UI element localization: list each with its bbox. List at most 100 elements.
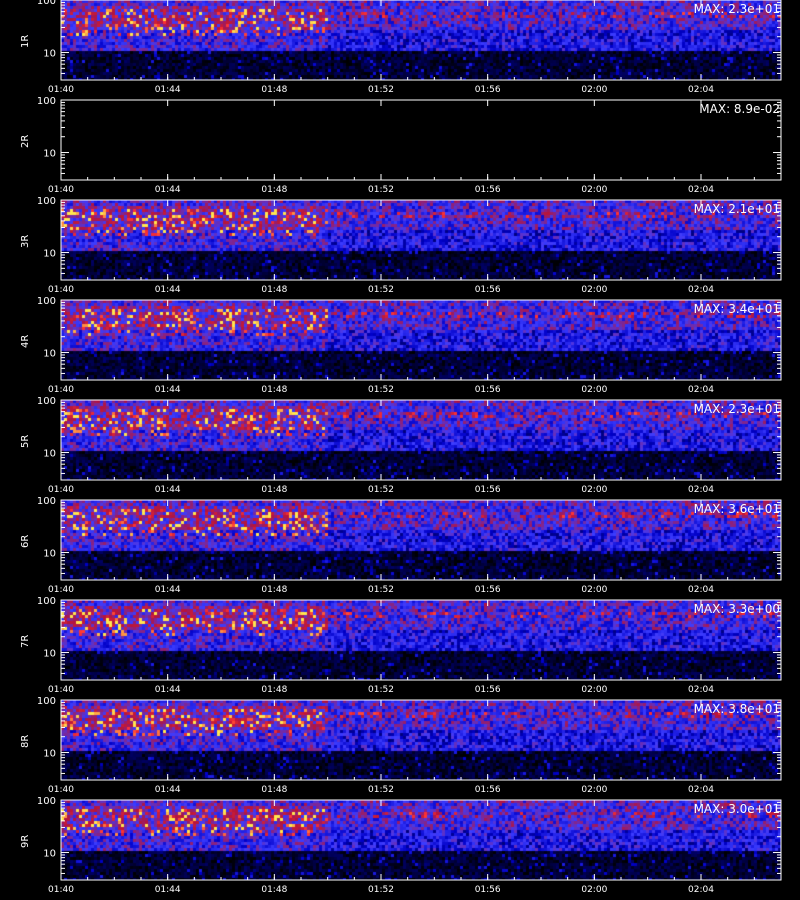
max-label: MAX: 2.1e+01 [693, 202, 780, 216]
axes-8r: 01:40 01:44 01:48 01:52 01:56 02:00 02:04 100 10 [37, 696, 782, 795]
panel-3r: 01:40 01:44 01:48 01:52 01:56 02:00 02:04 100 10… [0, 196, 800, 300]
heatmap-8r [61, 700, 781, 780]
x-tick-label: 01:48 [261, 885, 287, 895]
x-tick-label: 02:04 [688, 185, 714, 195]
panel-label: 4R [20, 334, 31, 348]
x-tick-label: 02:04 [688, 685, 714, 695]
y-tick-label: 100 [37, 796, 56, 807]
x-tick-label: 01:48 [261, 785, 287, 795]
x-tick-label: 01:40 [48, 85, 74, 95]
y-tick-label: 100 [37, 196, 56, 207]
panel-5r: 01:40 01:44 01:48 01:52 01:56 02:00 02:04 100 10… [0, 396, 800, 500]
x-tick-label: 01:44 [155, 685, 181, 695]
panel-7r: 01:40 01:44 01:48 01:52 01:56 02:00 02:04 100 10… [0, 596, 800, 700]
heatmap-4r [61, 300, 781, 380]
x-tick-label: 01:56 [475, 385, 501, 395]
y-tick-label: 10 [43, 49, 56, 60]
x-tick-label: 01:44 [155, 285, 181, 295]
x-tick-label: 01:56 [475, 285, 501, 295]
x-tick-label: 01:52 [368, 385, 394, 395]
x-tick-label: 01:40 [48, 485, 74, 495]
plot-frame [60, 199, 782, 281]
x-tick-label: 01:44 [155, 85, 181, 95]
x-tick-label: 02:04 [688, 485, 714, 495]
panel-label: 8R [20, 734, 31, 748]
axes-5r: 01:40 01:44 01:48 01:52 01:56 02:00 02:04 100 10 [37, 396, 782, 495]
axes-7r: 01:40 01:44 01:48 01:52 01:56 02:00 02:04 100 10 [37, 596, 782, 695]
x-tick-label: 01:48 [261, 685, 287, 695]
panel-label: 2R [20, 134, 31, 148]
x-tick-label: 01:40 [48, 685, 74, 695]
max-label: MAX: 3.3e+00 [693, 602, 780, 616]
axes-1r: 01:40 01:44 01:48 01:52 01:56 02:00 02:04 100 10 [37, 0, 782, 95]
axes-6r: 01:40 01:44 01:48 01:52 01:56 02:00 02:04 100 10 [37, 496, 782, 595]
max-label: MAX: 3.4e+01 [693, 302, 780, 316]
y-tick-label: 100 [37, 696, 56, 707]
x-tick-label: 01:52 [368, 585, 394, 595]
y-tick-label: 10 [43, 349, 56, 360]
heatmap-7r [61, 600, 781, 680]
x-tick-label: 01:44 [155, 485, 181, 495]
y-tick-label: 10 [43, 749, 56, 760]
max-label: MAX: 3.0e+01 [693, 802, 780, 816]
x-tick-label: 02:00 [581, 285, 607, 295]
y-tick-label: 100 [37, 396, 56, 407]
y-tick-label: 10 [43, 849, 56, 860]
x-tick-label: 02:00 [581, 85, 607, 95]
x-tick-label: 01:40 [48, 285, 74, 295]
max-label: MAX: 2.3e+01 [693, 2, 780, 16]
x-tick-label: 01:44 [155, 785, 181, 795]
x-tick-label: 01:56 [475, 85, 501, 95]
y-tick-label: 100 [37, 0, 56, 7]
x-tick-label: 01:52 [368, 685, 394, 695]
x-tick-label: 01:40 [48, 885, 74, 895]
panel-label: 7R [20, 634, 31, 648]
axes-4r: 01:40 01:44 01:48 01:52 01:56 02:00 02:04 100 10 [37, 296, 782, 395]
x-tick-label: 02:04 [688, 85, 714, 95]
x-tick-label: 01:44 [155, 885, 181, 895]
max-label: MAX: 8.9e-02 [699, 102, 780, 116]
panel-1r: 01:40 01:44 01:48 01:52 01:56 02:00 02:04 100 10… [0, 0, 800, 100]
x-tick-label: 02:00 [581, 685, 607, 695]
plot-frame [60, 799, 782, 881]
x-tick-label: 01:40 [48, 385, 74, 395]
x-tick-label: 02:04 [688, 585, 714, 595]
y-tick-label: 10 [43, 149, 56, 160]
x-tick-label: 01:48 [261, 485, 287, 495]
x-tick-label: 01:52 [368, 185, 394, 195]
plot-frame [60, 699, 782, 781]
x-tick-label: 01:48 [261, 585, 287, 595]
x-tick-label: 01:56 [475, 885, 501, 895]
plot-frame [60, 599, 782, 681]
x-tick-label: 01:44 [155, 585, 181, 595]
y-tick-label: 10 [43, 449, 56, 460]
x-tick-label: 01:52 [368, 785, 394, 795]
y-tick-label: 100 [37, 496, 56, 507]
y-tick-label: 10 [43, 549, 56, 560]
x-tick-label: 01:52 [368, 285, 394, 295]
x-tick-label: 01:56 [475, 585, 501, 595]
axes-3r: 01:40 01:44 01:48 01:52 01:56 02:00 02:04 100 10 [37, 196, 782, 295]
x-tick-label: 02:00 [581, 185, 607, 195]
x-tick-label: 01:48 [261, 185, 287, 195]
y-tick-label: 10 [43, 649, 56, 660]
heatmap-5r [61, 400, 781, 480]
x-tick-label: 01:52 [368, 885, 394, 895]
heatmap-6r [61, 500, 781, 580]
heatmap-1r [61, 0, 781, 80]
x-tick-label: 01:40 [48, 585, 74, 595]
plot-frame [60, 99, 782, 181]
x-tick-label: 01:56 [475, 485, 501, 495]
x-tick-label: 01:48 [261, 285, 287, 295]
panel-label: 9R [20, 834, 31, 848]
x-tick-label: 02:04 [688, 285, 714, 295]
panel-8r: 01:40 01:44 01:48 01:52 01:56 02:00 02:04 100 10… [0, 696, 800, 800]
panel-4r: 01:40 01:44 01:48 01:52 01:56 02:00 02:04 100 10… [0, 296, 800, 400]
x-tick-label: 02:00 [581, 385, 607, 395]
heatmap-2r [61, 100, 781, 180]
x-tick-label: 02:04 [688, 785, 714, 795]
panel-label: 3R [20, 234, 31, 248]
x-tick-label: 02:00 [581, 585, 607, 595]
axes-2r: 01:40 01:44 01:48 01:52 01:56 02:00 02:04 100 10 [37, 96, 782, 195]
